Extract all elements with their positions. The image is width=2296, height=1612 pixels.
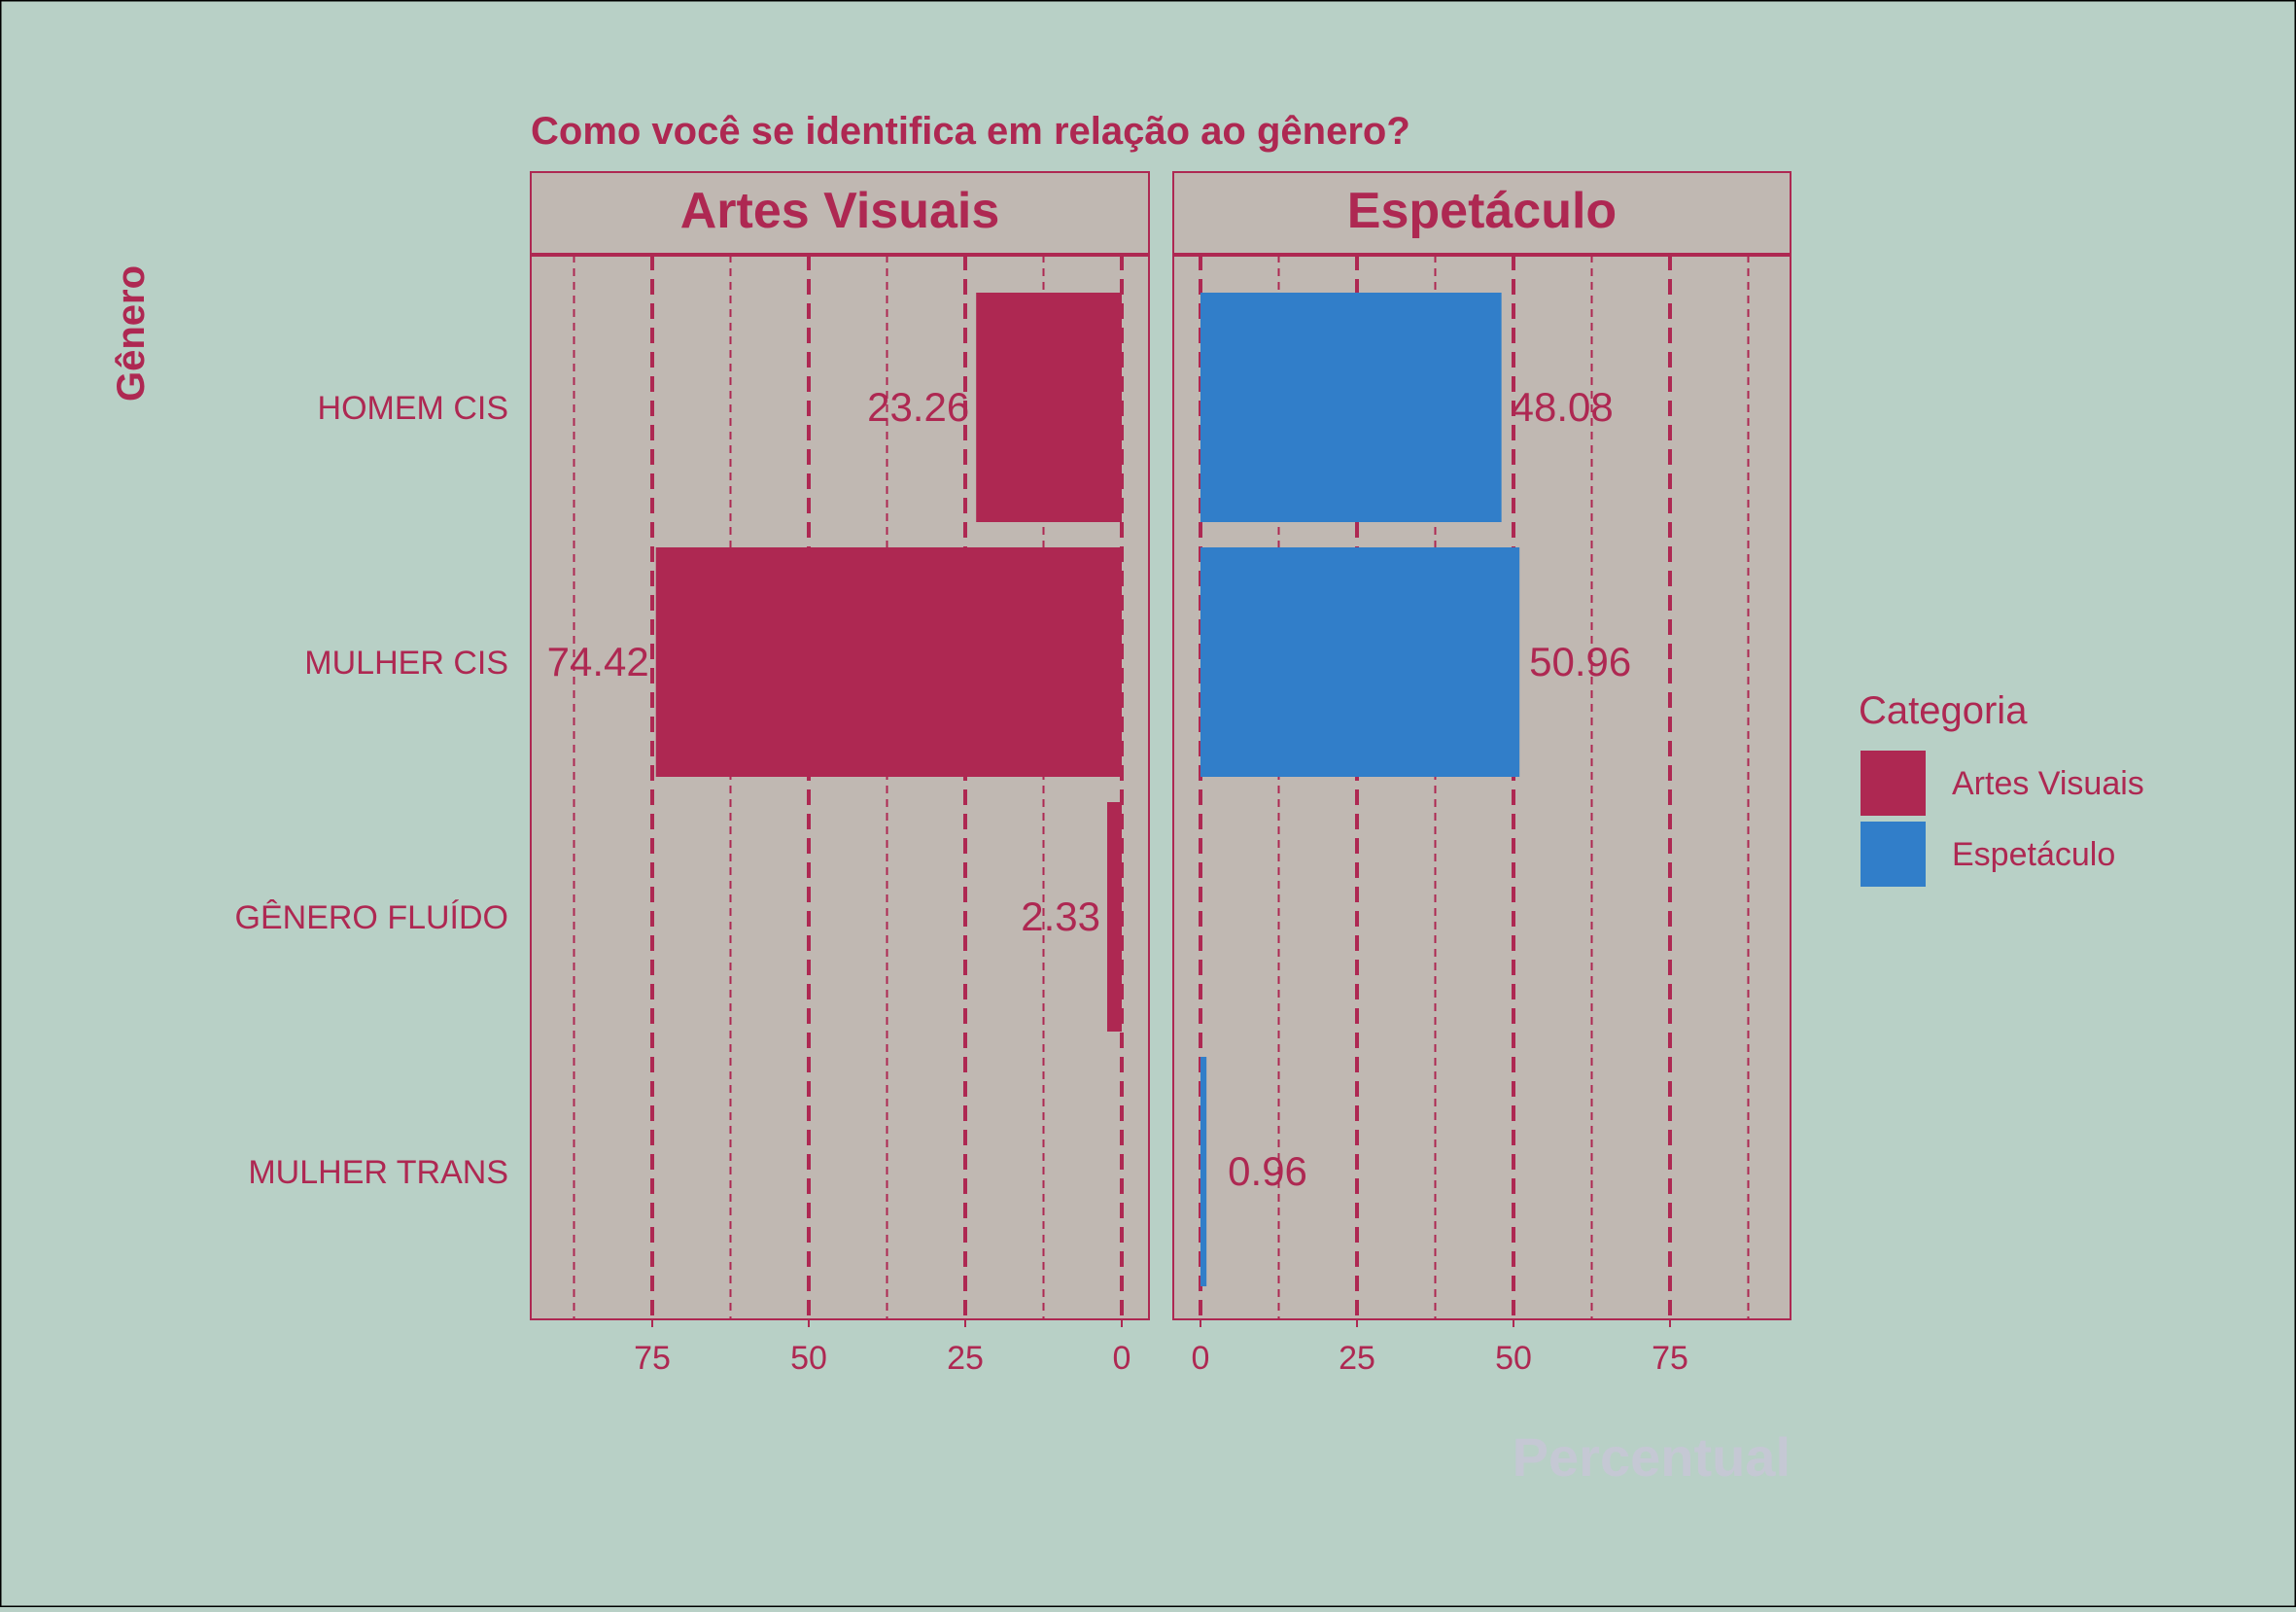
legend-swatch-artes-visuais	[1861, 751, 1926, 816]
facet-strip	[1172, 171, 1792, 256]
x-axis-ticks: 75 50 25 0	[634, 1319, 1131, 1377]
data-label: 50.96	[1529, 639, 1631, 684]
y-axis-categories: HOMEM CIS MULHER CIS GÊNERO FLUÍDO MULHER T…	[235, 390, 508, 1191]
y-tick-label: MULHER CIS	[304, 645, 508, 682]
y-axis-title: Gênero	[110, 265, 153, 402]
legend-title: Categoria	[1859, 689, 2028, 732]
facet-strip	[530, 171, 1150, 256]
panel-artes-visuais: Artes Visuais 23.26 74.42 2.33 75 50 25 0	[530, 171, 1150, 1377]
y-tick-label: HOMEM CIS	[318, 390, 508, 427]
data-label: 23.26	[867, 384, 969, 430]
x-axis-title: Percentual	[1513, 1426, 1791, 1488]
data-label: 0.96	[1228, 1148, 1307, 1194]
bars: 48.08 50.96 0.96	[1200, 293, 1631, 1286]
x-axis-ticks: 0 25 50 75	[1192, 1319, 1688, 1377]
data-label: 48.08	[1512, 384, 1614, 430]
bars: 23.26 74.42 2.33	[547, 293, 1122, 1032]
x-tick-label: 50	[790, 1340, 827, 1377]
facet-strip-label: Artes Visuais	[680, 183, 1000, 239]
x-tick-label: 25	[947, 1340, 984, 1377]
y-tick-label: GÊNERO FLUÍDO	[235, 899, 508, 936]
chart-title: Como você se identifica em relação ao gê…	[531, 110, 1410, 153]
bar-mulher-trans	[1200, 1057, 1207, 1286]
bar-mulher-cis	[1200, 547, 1520, 777]
bar-homem-cis	[1200, 293, 1502, 522]
bar-mulher-cis	[655, 547, 1122, 777]
data-label: 74.42	[547, 639, 649, 684]
x-tick-label: 50	[1495, 1340, 1532, 1377]
legend-label: Artes Visuais	[1952, 765, 2144, 802]
bar-homem-cis	[976, 293, 1122, 522]
panel-border	[1172, 254, 1792, 1320]
y-tick-label: MULHER TRANS	[248, 1154, 508, 1191]
legend: Categoria Artes Visuais Espetáculo	[1859, 689, 2144, 887]
x-tick-label: 75	[1652, 1340, 1688, 1377]
x-tick-label: 0	[1113, 1340, 1131, 1377]
bar-genero-fluido	[1106, 802, 1122, 1032]
panel-espetaculo: Espetáculo 48.08 50.96 0.96 0 25 50 75	[1172, 171, 1792, 1377]
facet-strip-label: Espetáculo	[1347, 183, 1617, 239]
x-tick-label: 25	[1339, 1340, 1375, 1377]
data-label: 2.33	[1021, 894, 1100, 939]
legend-items: Artes Visuais Espetáculo	[1861, 751, 2144, 887]
legend-swatch-espetaculo	[1861, 822, 1926, 887]
x-tick-label: 0	[1192, 1340, 1210, 1377]
x-tick-label: 75	[634, 1340, 671, 1377]
legend-label: Espetáculo	[1952, 836, 2115, 873]
panel-border	[530, 254, 1150, 1320]
